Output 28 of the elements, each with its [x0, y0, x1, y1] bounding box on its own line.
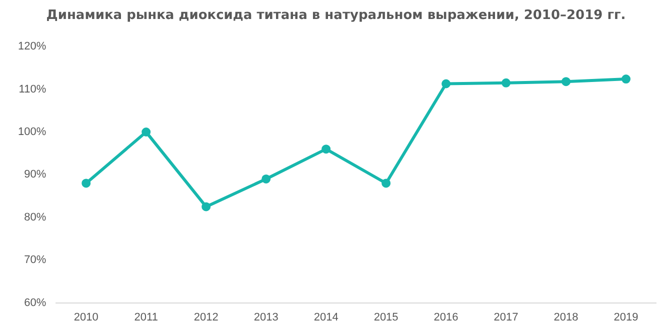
point: [262, 174, 271, 184]
x-tick-label: 2010: [74, 311, 98, 324]
point: [142, 128, 151, 136]
x-tick-label: 2016: [434, 311, 458, 324]
y-tick-label: 120%: [18, 40, 46, 53]
point: [322, 144, 331, 154]
point: [502, 78, 511, 88]
x-tick-label: 2015: [374, 311, 398, 324]
y-tick-label: 80%: [24, 211, 46, 224]
point: [82, 178, 91, 188]
point: [622, 74, 631, 84]
y-tick-label: 100%: [18, 126, 46, 138]
x-tick-label: 2014: [314, 311, 338, 324]
x-tick-label: 2018: [554, 311, 578, 324]
x-tick-label: 2012: [194, 311, 218, 324]
x-tick-label: 2011: [134, 311, 158, 324]
chart-title: Динамика рынка диоксида титана в натуральном выражении, 2010–2019 гг.: [45, 7, 627, 25]
y-tick-label: 90%: [24, 168, 46, 181]
point: [202, 202, 211, 212]
point: [442, 79, 451, 88]
point: [382, 178, 391, 188]
x-tick-label: 2017: [494, 311, 518, 324]
y-tick-label: 110%: [18, 83, 46, 96]
x-tick-label: 2019: [614, 311, 638, 324]
y-tick-label: 70%: [24, 254, 46, 266]
x-tick-label: 2013: [254, 311, 278, 324]
y-tick-label: 60%: [24, 296, 46, 309]
point: [562, 77, 571, 86]
